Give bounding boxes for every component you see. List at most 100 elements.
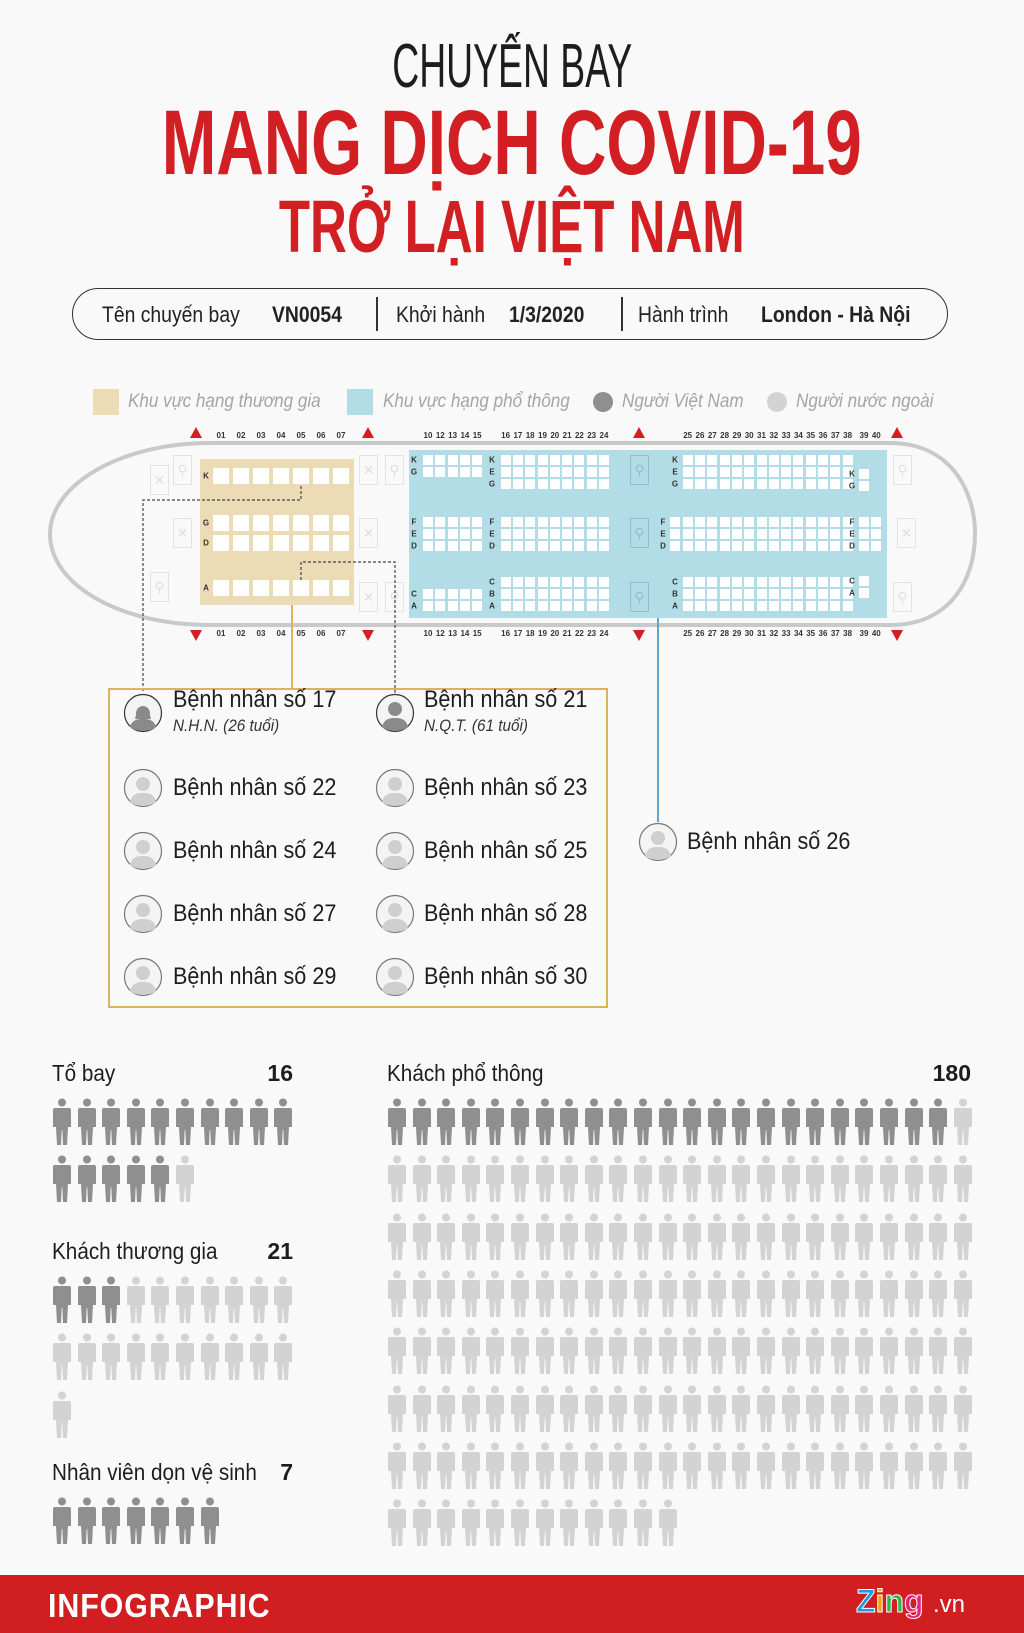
economy-seat[interactable] [830, 517, 841, 527]
economy-seat[interactable] [549, 529, 560, 539]
economy-seat[interactable] [744, 455, 755, 465]
economy-seat[interactable] [768, 517, 779, 527]
economy-seat[interactable] [805, 455, 816, 465]
economy-seat[interactable] [768, 455, 779, 465]
economy-seat[interactable] [744, 589, 755, 599]
business-seat-05K[interactable] [293, 468, 309, 484]
economy-seat[interactable] [500, 529, 511, 539]
economy-seat[interactable] [574, 455, 585, 465]
economy-seat[interactable] [744, 601, 755, 611]
business-seat-04A[interactable] [273, 580, 289, 596]
economy-seat[interactable] [719, 455, 730, 465]
economy-seat[interactable] [447, 517, 458, 527]
economy-seat[interactable] [512, 577, 523, 587]
economy-seat[interactable] [682, 601, 693, 611]
economy-seat[interactable] [707, 577, 718, 587]
business-seat-07D[interactable] [333, 535, 349, 551]
economy-seat[interactable] [682, 467, 693, 477]
economy-seat[interactable] [744, 529, 755, 539]
economy-seat[interactable] [842, 479, 853, 489]
economy-seat[interactable] [537, 479, 548, 489]
economy-seat[interactable] [435, 541, 446, 551]
economy-seat[interactable] [842, 467, 853, 477]
economy-seat[interactable] [805, 479, 816, 489]
economy-seat[interactable] [500, 577, 511, 587]
economy-seat[interactable] [719, 529, 730, 539]
economy-seat[interactable] [682, 517, 693, 527]
economy-seat[interactable] [682, 455, 693, 465]
economy-seat[interactable] [586, 517, 597, 527]
economy-seat[interactable] [599, 541, 609, 551]
business-seat-03A[interactable] [253, 580, 269, 596]
economy-seat[interactable] [512, 541, 523, 551]
economy-seat[interactable] [830, 479, 841, 489]
economy-seat[interactable] [842, 541, 853, 551]
economy-seat[interactable] [842, 517, 853, 527]
economy-seat[interactable] [549, 517, 560, 527]
economy-seat[interactable] [447, 541, 458, 551]
economy-seat[interactable] [586, 601, 597, 611]
business-seat-01A[interactable] [213, 580, 229, 596]
economy-seat[interactable] [818, 601, 828, 611]
economy-seat[interactable] [719, 479, 730, 489]
economy-seat[interactable] [537, 455, 548, 465]
economy-seat[interactable] [586, 541, 597, 551]
economy-seat[interactable] [818, 455, 828, 465]
economy-seat[interactable] [472, 517, 483, 527]
economy-seat[interactable] [435, 467, 446, 477]
economy-seat[interactable] [423, 541, 433, 551]
business-seat-05G[interactable] [293, 515, 309, 531]
economy-seat[interactable] [525, 577, 536, 587]
economy-seat[interactable] [525, 479, 536, 489]
economy-seat[interactable] [793, 467, 804, 477]
economy-seat[interactable] [695, 467, 705, 477]
economy-seat[interactable] [512, 455, 523, 465]
economy-seat[interactable] [830, 467, 841, 477]
economy-seat[interactable] [818, 529, 828, 539]
economy-seat[interactable] [731, 601, 742, 611]
economy-seat[interactable] [818, 517, 828, 527]
economy-seat[interactable] [599, 577, 609, 587]
economy-seat[interactable] [472, 455, 483, 465]
economy-seat[interactable] [768, 541, 779, 551]
economy-seat[interactable] [793, 601, 804, 611]
economy-seat[interactable] [599, 479, 609, 489]
economy-seat[interactable] [805, 577, 816, 587]
economy-seat[interactable] [756, 467, 767, 477]
economy-seat[interactable] [719, 589, 730, 599]
economy-seat[interactable] [525, 467, 536, 477]
economy-seat[interactable] [537, 577, 548, 587]
economy-seat[interactable] [525, 517, 536, 527]
economy-seat[interactable] [459, 517, 470, 527]
economy-seat[interactable] [562, 529, 573, 539]
business-seat-03G[interactable] [253, 515, 269, 531]
economy-seat[interactable] [768, 467, 779, 477]
economy-seat[interactable] [537, 517, 548, 527]
economy-seat[interactable] [719, 467, 730, 477]
economy-seat[interactable] [459, 529, 470, 539]
economy-seat[interactable] [793, 589, 804, 599]
economy-seat[interactable] [871, 517, 882, 527]
economy-seat[interactable] [842, 577, 853, 587]
economy-seat[interactable] [818, 467, 828, 477]
economy-seat[interactable] [549, 541, 560, 551]
economy-seat[interactable] [512, 589, 523, 599]
economy-seat[interactable] [447, 467, 458, 477]
economy-seat[interactable] [423, 589, 433, 599]
economy-seat[interactable] [842, 601, 853, 611]
economy-seat[interactable] [562, 601, 573, 611]
economy-seat[interactable] [731, 479, 742, 489]
economy-seat[interactable] [500, 467, 511, 477]
economy-seat[interactable] [756, 589, 767, 599]
economy-seat[interactable] [525, 589, 536, 599]
economy-seat[interactable] [435, 601, 446, 611]
economy-seat[interactable] [818, 479, 828, 489]
business-seat-07K[interactable] [333, 468, 349, 484]
economy-seat[interactable] [859, 576, 869, 586]
economy-seat[interactable] [805, 517, 816, 527]
economy-seat[interactable] [719, 517, 730, 527]
economy-seat[interactable] [500, 455, 511, 465]
economy-seat[interactable] [731, 517, 742, 527]
economy-seat[interactable] [447, 529, 458, 539]
economy-seat[interactable] [549, 577, 560, 587]
